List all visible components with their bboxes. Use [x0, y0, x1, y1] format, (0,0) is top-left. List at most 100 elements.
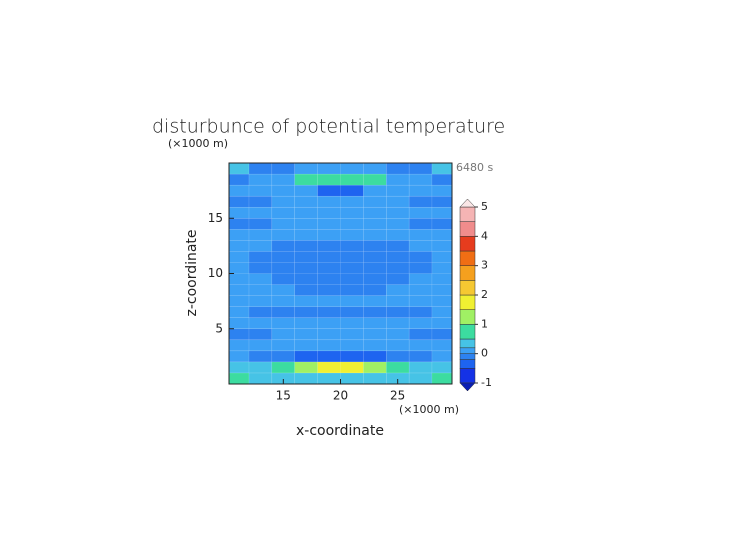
- contour-cell: [340, 361, 364, 374]
- contour-cell: [408, 229, 433, 241]
- colorbar-band: [459, 338, 476, 349]
- contour-cell: [294, 195, 318, 208]
- contour-cell: [408, 173, 433, 186]
- contour-cell: [408, 372, 433, 385]
- contour-cell: [408, 306, 433, 318]
- contour-cell: [431, 184, 453, 197]
- contour-cell: [271, 240, 296, 252]
- contour-cell: [408, 251, 433, 263]
- contour-cell: [408, 206, 433, 219]
- contour-cell: [385, 328, 410, 341]
- colorbar-band: [459, 347, 476, 354]
- contour-cell: [294, 173, 318, 186]
- contour-cell: [271, 206, 296, 219]
- contour-cell: [408, 284, 433, 296]
- contour-cell: [294, 339, 318, 352]
- contour-cell: [248, 229, 273, 241]
- contour-cell: [340, 251, 364, 263]
- contour-cell: [248, 206, 273, 219]
- contour-cell: [317, 229, 341, 241]
- contour-cell: [363, 229, 387, 241]
- contour-cell: [294, 306, 318, 318]
- contour-cell: [431, 284, 453, 296]
- contour-cell: [340, 284, 364, 296]
- contour-cell: [317, 284, 341, 296]
- contour-cell: [271, 339, 296, 352]
- contour-cell: [431, 273, 453, 285]
- contour-cell: [363, 206, 387, 219]
- contour-cell: [317, 262, 341, 274]
- contour-cell: [363, 328, 387, 341]
- contour-cell: [408, 295, 433, 307]
- contour-cell: [317, 184, 341, 197]
- x-axis-label: x-coordinate: [296, 423, 384, 439]
- contour-cell: [431, 229, 453, 241]
- y-tick-label: 10: [208, 266, 223, 280]
- x-tick-label: 25: [390, 389, 405, 403]
- contour-cell: [340, 206, 364, 219]
- contour-cell: [248, 262, 273, 274]
- contour-cell: [408, 328, 433, 341]
- contour-cell: [363, 317, 387, 330]
- contour-cell: [294, 361, 318, 374]
- contour-cell: [248, 184, 273, 197]
- contour-cell: [340, 195, 364, 208]
- contour-cell: [385, 195, 410, 208]
- contour-cell: [294, 350, 318, 363]
- colorbar-band: [459, 221, 476, 237]
- contour-cell: [385, 295, 410, 307]
- contour-cell: [408, 339, 433, 352]
- contour-cell: [294, 273, 318, 285]
- colorbar-band: [459, 353, 476, 360]
- contour-cell: [431, 306, 453, 318]
- contour-cell: [363, 262, 387, 274]
- contour-cell: [385, 173, 410, 186]
- contour-cell: [317, 273, 341, 285]
- contour-cell: [294, 372, 318, 385]
- contour-cell: [248, 218, 273, 230]
- colorbar-tick-label: -1: [481, 376, 492, 389]
- contour-cell: [228, 295, 250, 307]
- contour-cell: [271, 317, 296, 330]
- contour-cell: [248, 284, 273, 296]
- contour-cell: [248, 361, 273, 374]
- contour-cell: [271, 184, 296, 197]
- contour-cell: [228, 206, 250, 219]
- contour-cell: [248, 350, 273, 363]
- axes: 15 20 25 5 10 15: [208, 162, 453, 403]
- contour-cell: [431, 195, 453, 208]
- contour-cell: [385, 284, 410, 296]
- contour-cell: [228, 306, 250, 318]
- contour-cell: [228, 361, 250, 374]
- colorbar-band: [459, 280, 476, 296]
- contour-cell: [385, 317, 410, 330]
- contour-cell: [385, 339, 410, 352]
- contour-cell: [317, 361, 341, 374]
- contour-cell: [385, 251, 410, 263]
- contour-cell: [408, 262, 433, 274]
- contour-cell: [340, 317, 364, 330]
- contour-cell: [317, 195, 341, 208]
- colorbar-tick-label: 5: [481, 200, 488, 213]
- contour-cell: [431, 317, 453, 330]
- contour-cell: [340, 262, 364, 274]
- contour-cell: [340, 162, 364, 175]
- contour-cell: [271, 195, 296, 208]
- contour-cell: [271, 218, 296, 230]
- contour-cell: [408, 162, 433, 175]
- colorbar-band: [459, 359, 476, 369]
- contour-cell: [385, 350, 410, 363]
- colorbar-band: [459, 236, 476, 252]
- contour-cell: [385, 206, 410, 219]
- contour-cell: [271, 328, 296, 341]
- colorbar-tick-label: 1: [481, 317, 488, 330]
- contour-cell: [340, 372, 364, 385]
- contour-cell: [431, 218, 453, 230]
- contour-cell: [228, 162, 250, 175]
- contour-cell: [317, 251, 341, 263]
- colorbar-band: [459, 265, 476, 281]
- contour-cell: [317, 240, 341, 252]
- contour-cell: [431, 372, 453, 385]
- contour-cell: [228, 350, 250, 363]
